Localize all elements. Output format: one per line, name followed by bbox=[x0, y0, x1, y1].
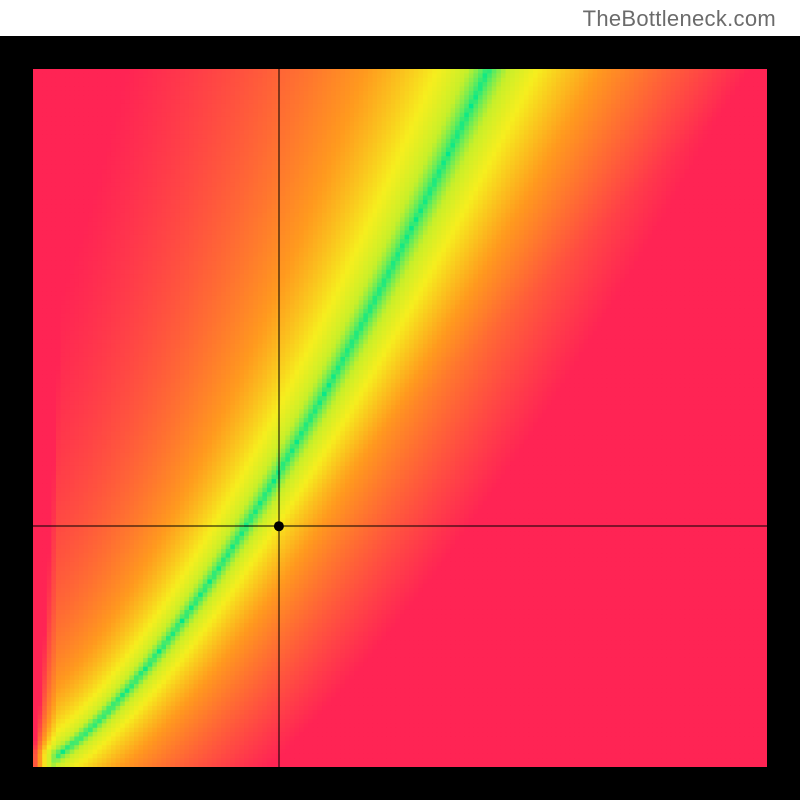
selection-marker[interactable] bbox=[274, 521, 284, 531]
bottleneck-heatmap bbox=[0, 36, 800, 800]
heatmap-cells bbox=[33, 69, 768, 768]
root: TheBottleneck.com bbox=[0, 0, 800, 800]
watermark-text: TheBottleneck.com bbox=[583, 6, 776, 32]
